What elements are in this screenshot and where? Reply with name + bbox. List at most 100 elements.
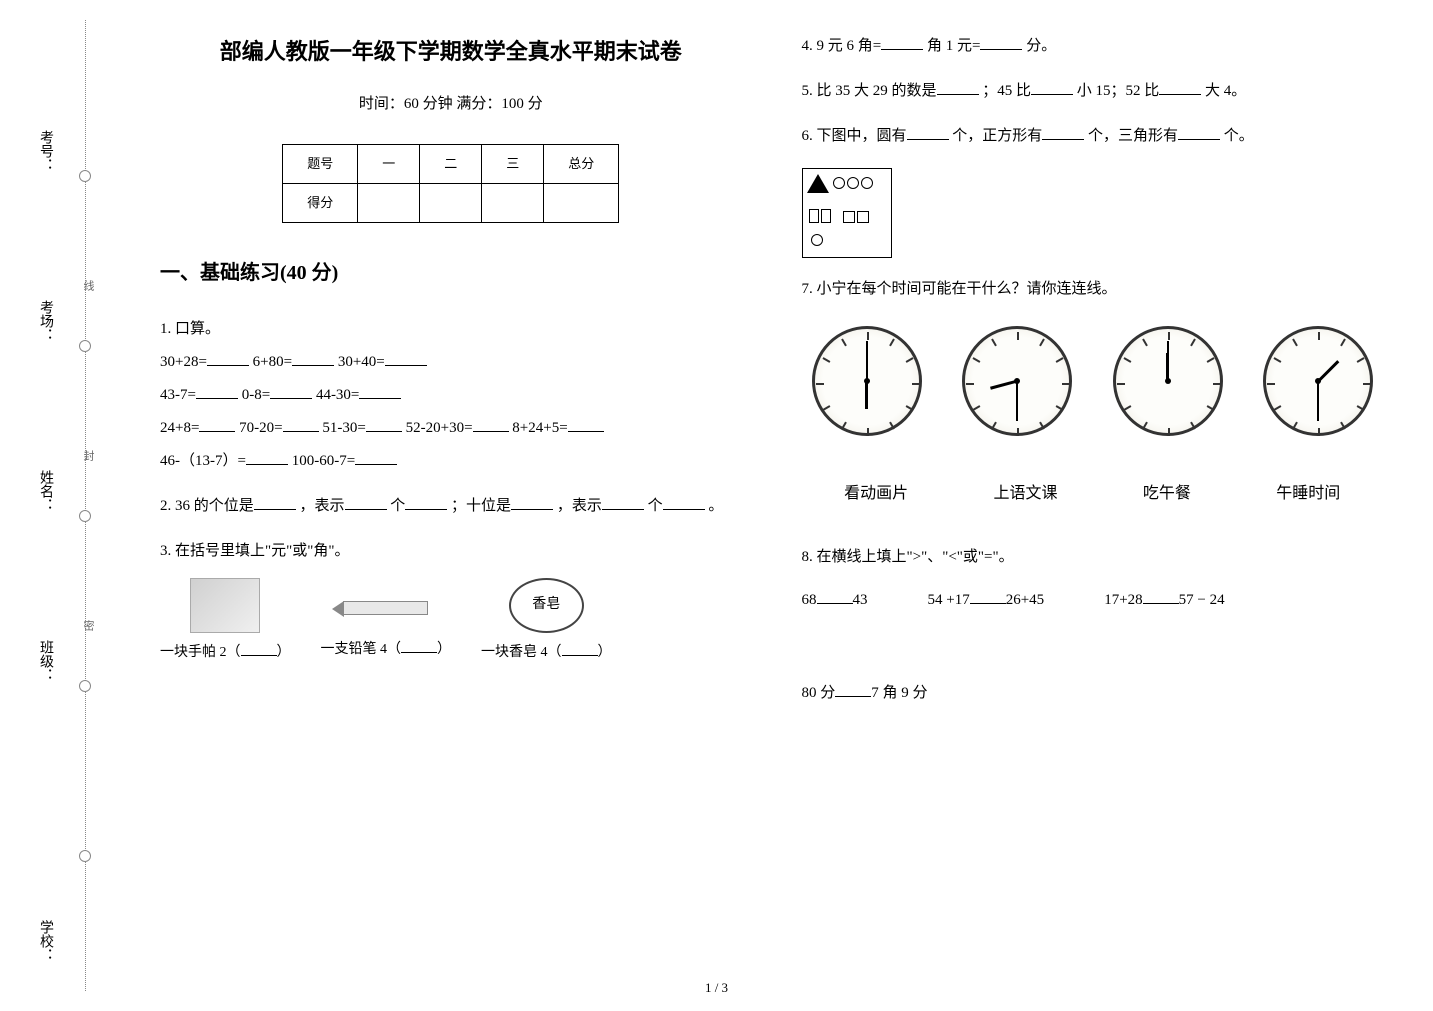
option: 吃午餐 [1143, 476, 1191, 511]
blank [241, 638, 277, 656]
rect-icon [809, 209, 819, 223]
seal-circle [79, 340, 91, 352]
blank [1178, 122, 1220, 140]
expr: 6+80= [253, 354, 292, 370]
seal-char: 封 [80, 450, 96, 461]
blank [196, 381, 238, 399]
text: 。 [708, 498, 723, 514]
dotted-seal-line [85, 20, 86, 991]
label: 一块手帕 2（ [160, 645, 241, 660]
q4: 4. 9 元 6 角= 角 1 元= 分。 [802, 30, 1384, 63]
blank [283, 414, 319, 432]
text: 个，三角形有 [1088, 128, 1178, 144]
seal-circle [79, 850, 91, 862]
circle-icon [811, 234, 823, 246]
q8-items: 6843 54 +1726+45 17+2857 − 24 80 分7 角 9 … [802, 584, 1384, 710]
circle-icon [833, 177, 845, 189]
text: 角 1 元= [927, 38, 980, 54]
expr: 0-8= [242, 387, 270, 403]
cmp: 54 +1726+45 [928, 584, 1045, 617]
expr: 52-20+30= [406, 420, 473, 436]
exam-title: 部编人教版一年级下学期数学全真水平期末试卷 [160, 30, 742, 74]
cell [420, 184, 482, 223]
label: 一块香皂 4（ [481, 645, 562, 660]
q1-line: 43-7= 0-8= 44-30= [160, 379, 742, 412]
blank [602, 492, 644, 510]
expr: 8+24+5= [512, 420, 567, 436]
blank [405, 492, 447, 510]
content: 部编人教版一年级下学期数学全真水平期末试卷 时间：60 分钟 满分：100 分 … [110, 0, 1433, 1011]
square-icon [843, 211, 855, 223]
text: ；45 比 [982, 83, 1031, 99]
q1-line: 24+8= 70-20= 51-30= 52-20+30= 8+24+5= [160, 412, 742, 445]
blank [511, 492, 553, 510]
score-table: 题号 一 二 三 总分 得分 [282, 144, 619, 223]
seal-char: 密 [80, 620, 96, 631]
shapes-diagram [802, 168, 892, 258]
cell [358, 184, 420, 223]
rect-icon [821, 209, 831, 223]
blank [254, 492, 296, 510]
expr: 30+28= [160, 354, 207, 370]
text: 大 4。 [1205, 83, 1246, 99]
circle-icon [861, 177, 873, 189]
blank [401, 635, 437, 653]
q1-line: 30+28= 6+80= 30+40= [160, 346, 742, 379]
soap-text: 香皂 [532, 590, 560, 621]
text: ，表示 [557, 498, 602, 514]
blank [1031, 77, 1073, 95]
field-name: 姓名： [35, 470, 55, 512]
handkerchief-icon [190, 578, 260, 633]
blank [835, 679, 871, 697]
seal-circle [79, 680, 91, 692]
blank [663, 492, 705, 510]
text: 个 [390, 498, 405, 514]
blank [355, 447, 397, 465]
square-icon [857, 211, 869, 223]
seal-circle [79, 170, 91, 182]
label: 一支铅笔 4（ [321, 642, 402, 657]
blank [345, 492, 387, 510]
paren: ） [598, 645, 612, 660]
cell [482, 184, 544, 223]
field-exam-id: 考号： [35, 130, 55, 172]
blank [980, 32, 1022, 50]
th: 总分 [544, 145, 619, 184]
exam-subtitle: 时间：60 分钟 满分：100 分 [160, 89, 742, 119]
blank [1159, 77, 1201, 95]
clock-1 [812, 326, 922, 436]
seal-circle [79, 510, 91, 522]
clock-4 [1263, 326, 1373, 436]
text: 个 [648, 498, 663, 514]
blank [473, 414, 509, 432]
clock-3 [1113, 326, 1223, 436]
clocks [802, 326, 1384, 436]
blank [1143, 586, 1179, 604]
blank [385, 348, 427, 366]
triangle-icon [807, 174, 829, 193]
item-pencil: 一支铅笔 4（ ） [321, 581, 452, 666]
th: 一 [358, 145, 420, 184]
circle-icon [847, 177, 859, 189]
paren: ） [437, 642, 451, 657]
text: ，表示 [300, 498, 345, 514]
section-title: 一、基础练习(40 分) [160, 253, 742, 293]
blank [359, 381, 401, 399]
blank [1042, 122, 1084, 140]
table-row: 题号 一 二 三 总分 [283, 145, 619, 184]
expr: 30+40= [338, 354, 385, 370]
cmp: 80 分7 角 9 分 [802, 677, 928, 710]
cmp: 17+2857 − 24 [1104, 584, 1224, 617]
field-exam-room: 考场： [35, 300, 55, 342]
page-number: 1 / 3 [705, 980, 728, 996]
field-class: 班级： [35, 640, 55, 682]
row-label: 得分 [283, 184, 358, 223]
text: ；十位是 [451, 498, 511, 514]
blank [246, 447, 288, 465]
option: 上语文课 [994, 476, 1058, 511]
text: 6. 下图中，圆有 [802, 128, 907, 144]
table-row: 得分 [283, 184, 619, 223]
q8: 8. 在横线上填上">"、"<"或"="。 6843 54 +1726+45 1… [802, 541, 1384, 710]
th: 三 [482, 145, 544, 184]
q3: 3. 在括号里填上"元"或"角"。 一块手帕 2（） 一支铅笔 4（） 香皂 一… [160, 535, 742, 669]
